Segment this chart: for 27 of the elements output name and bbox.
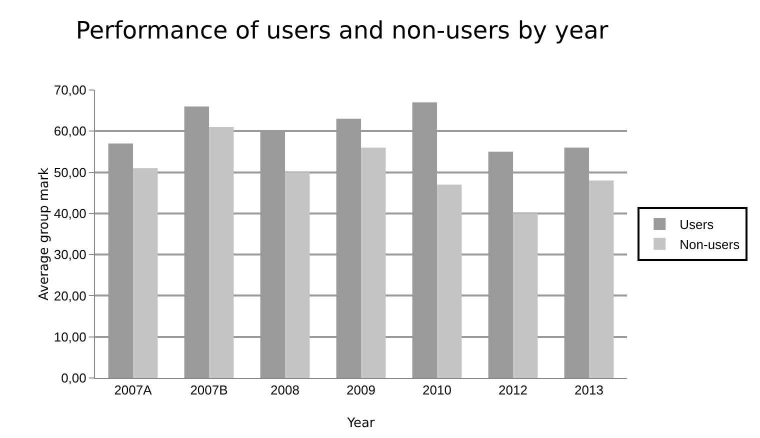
x-axis-title: Year bbox=[346, 416, 376, 431]
x-tick-label: 2012 bbox=[498, 382, 528, 398]
chart-title: Performance of users and non-users by year bbox=[76, 16, 608, 45]
bar bbox=[437, 184, 462, 378]
y-tick-label: 10,00 bbox=[54, 329, 86, 344]
bar bbox=[513, 213, 538, 378]
bar bbox=[133, 168, 158, 378]
y-axis-title: Average group mark bbox=[36, 167, 52, 300]
x-tick-label: 2010 bbox=[422, 382, 452, 398]
y-tick-label: 20,00 bbox=[54, 288, 86, 304]
legend-label: Users bbox=[680, 217, 714, 232]
bar bbox=[361, 148, 386, 378]
bar bbox=[285, 172, 310, 378]
y-tick-label: 50,00 bbox=[54, 164, 86, 180]
x-tick-label: 2007B bbox=[190, 382, 228, 398]
bar bbox=[589, 180, 614, 378]
y-tick-label: 40,00 bbox=[54, 206, 86, 221]
x-tick-label: 2007A bbox=[114, 382, 152, 398]
y-tick-label: 30,00 bbox=[54, 247, 86, 262]
x-tick-label: 2009 bbox=[346, 382, 376, 398]
x-tick-label: 2008 bbox=[270, 382, 300, 398]
legend-label: Non-users bbox=[680, 236, 740, 252]
x-tick-label: 2013 bbox=[574, 382, 604, 398]
bar bbox=[209, 127, 234, 378]
y-tick-label: 60,00 bbox=[54, 124, 86, 139]
y-tick-label: 0,00 bbox=[61, 370, 86, 386]
y-tick-label: 70,00 bbox=[54, 82, 86, 98]
